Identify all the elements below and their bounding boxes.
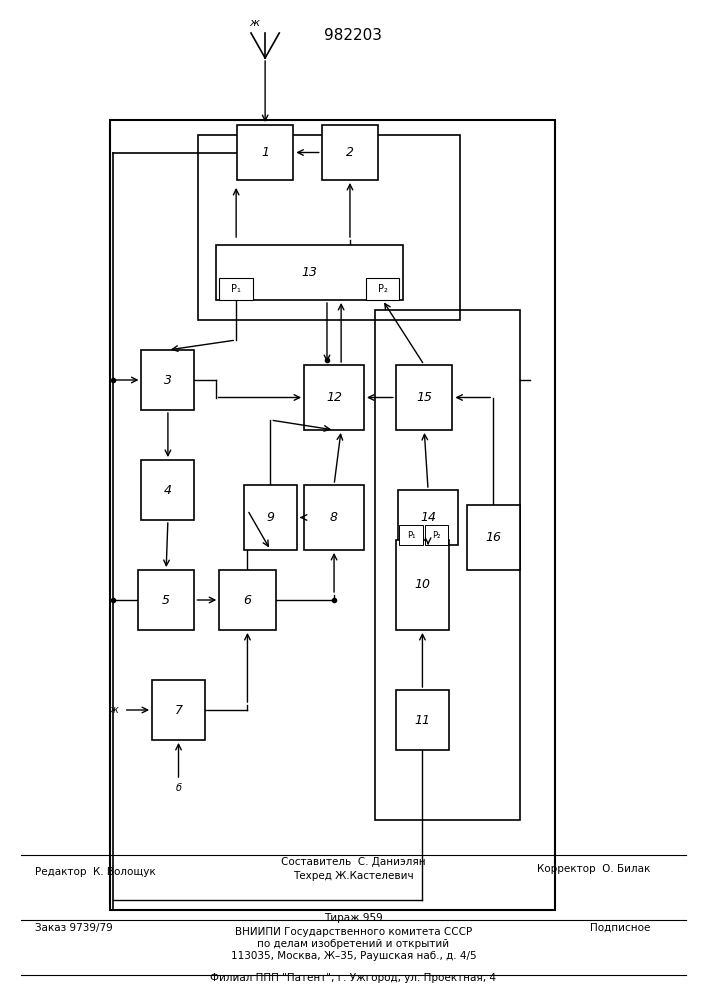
Text: 13: 13 [301,266,317,279]
Text: 2: 2 [346,146,354,159]
Bar [398,490,458,545]
Bar [237,125,293,180]
Bar [141,460,194,520]
Bar [467,505,520,570]
Bar [375,310,520,820]
Text: 8: 8 [330,511,338,524]
Bar [152,680,205,740]
Bar [219,278,253,300]
Text: 6: 6 [243,593,252,606]
Text: Заказ 9739/79: Заказ 9739/79 [35,923,113,933]
Bar [396,690,449,750]
Bar [396,540,449,630]
Text: 7: 7 [175,704,182,716]
Bar [396,365,452,430]
Text: Составитель  С. Даниэлян: Составитель С. Даниэлян [281,857,426,867]
Text: Подписное: Подписное [590,923,650,933]
Text: 113035, Москва, Ж–35, Раушская наб., д. 4/5: 113035, Москва, Ж–35, Раушская наб., д. … [230,951,477,961]
Text: 5: 5 [162,593,170,606]
Bar [244,485,297,550]
Bar [110,120,555,910]
Text: ж: ж [250,18,259,28]
Text: ВНИИПИ Государственного комитета СССР: ВНИИПИ Государственного комитета СССР [235,927,472,937]
Bar [304,365,364,430]
Bar [216,245,403,300]
Text: P₂: P₂ [378,284,387,294]
Text: 15: 15 [416,391,432,404]
Text: P₁: P₁ [407,530,416,540]
Bar [219,570,276,630]
Text: 1: 1 [261,146,269,159]
Bar [399,525,423,545]
Bar [322,125,378,180]
Text: P₁: P₁ [231,284,241,294]
Text: 10: 10 [414,578,431,591]
Text: Редактор  К. Волощук: Редактор К. Волощук [35,867,156,877]
Text: Корректор  О. Билак: Корректор О. Билак [537,864,650,874]
Text: 9: 9 [267,511,274,524]
Bar [425,525,448,545]
Text: Тираж 959: Тираж 959 [324,913,383,923]
Text: по делам изобретений и открытий: по делам изобретений и открытий [257,939,450,949]
Text: 16: 16 [485,531,501,544]
Text: 11: 11 [414,714,431,726]
Bar [198,135,460,320]
Text: 3: 3 [164,373,172,386]
Bar [366,278,399,300]
Text: ж: ж [109,705,117,715]
Text: Техред Ж.Кастелевич: Техред Ж.Кастелевич [293,871,414,881]
Text: 982203: 982203 [325,28,382,43]
Text: Филиал ППП "Патент", г. Ужгород, ул. Проектная, 4: Филиал ППП "Патент", г. Ужгород, ул. Про… [211,973,496,983]
Bar [304,485,364,550]
Text: 4: 4 [164,484,172,496]
Text: б: б [175,783,182,793]
Bar [141,350,194,410]
Bar [138,570,194,630]
Text: P₂: P₂ [433,530,440,540]
Text: 14: 14 [420,511,436,524]
Text: 12: 12 [326,391,342,404]
